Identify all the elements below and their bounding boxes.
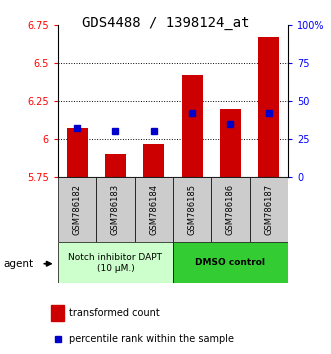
Bar — [58, 242, 173, 283]
Bar — [58, 177, 96, 242]
Text: GSM786182: GSM786182 — [72, 184, 82, 235]
Text: GSM786183: GSM786183 — [111, 184, 120, 235]
Text: percentile rank within the sample: percentile rank within the sample — [69, 334, 234, 344]
Text: GSM786186: GSM786186 — [226, 184, 235, 235]
Text: GDS4488 / 1398124_at: GDS4488 / 1398124_at — [82, 16, 249, 30]
Bar — [250, 177, 288, 242]
Text: GSM786185: GSM786185 — [188, 184, 197, 235]
Text: Notch inhibitor DAPT
(10 μM.): Notch inhibitor DAPT (10 μM.) — [69, 253, 163, 273]
Bar — [182, 75, 203, 177]
Bar — [143, 143, 164, 177]
Bar — [67, 128, 88, 177]
Text: GSM786187: GSM786187 — [264, 184, 273, 235]
Text: agent: agent — [3, 259, 33, 269]
Bar — [173, 177, 211, 242]
Bar — [51, 305, 64, 321]
Text: DMSO control: DMSO control — [196, 258, 265, 267]
Bar — [96, 177, 135, 242]
Bar — [135, 177, 173, 242]
Bar — [105, 154, 126, 177]
Bar — [258, 37, 279, 177]
Bar — [173, 242, 288, 283]
Text: GSM786184: GSM786184 — [149, 184, 158, 235]
Bar — [220, 108, 241, 177]
Bar — [211, 177, 250, 242]
Text: transformed count: transformed count — [69, 308, 160, 318]
